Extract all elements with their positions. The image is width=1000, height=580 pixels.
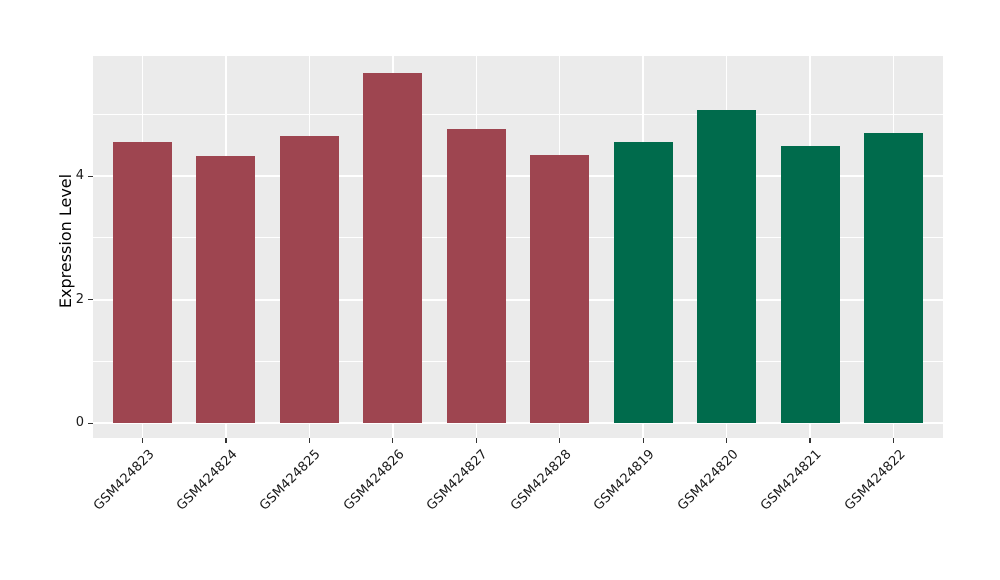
gridline-major <box>93 175 943 177</box>
x-tick-label-GSM424826: GSM424826 <box>340 447 408 514</box>
bar-GSM424823 <box>113 142 172 423</box>
x-tick-mark <box>726 438 728 443</box>
bar-GSM424827 <box>446 129 506 423</box>
x-tick-label-GSM424823: GSM424823 <box>90 447 158 514</box>
x-tick-mark <box>642 438 644 443</box>
bar-GSM424822 <box>864 132 923 423</box>
x-tick-label-GSM424819: GSM424819 <box>591 447 658 514</box>
bar-GSM424824 <box>196 156 256 423</box>
x-tick-mark <box>225 438 227 443</box>
y-tick-mark <box>88 299 93 301</box>
x-tick-label-GSM424824: GSM424824 <box>173 447 241 514</box>
x-tick-mark <box>892 438 895 443</box>
x-tick-label-GSM424822: GSM424822 <box>841 447 909 514</box>
bar-GSM424819 <box>613 142 673 423</box>
x-tick-mark <box>475 438 477 443</box>
x-tick-label-GSM424827: GSM424827 <box>424 447 491 514</box>
x-tick-label-GSM424821: GSM424821 <box>758 447 825 514</box>
gridline-minor <box>93 113 943 115</box>
plot-panel <box>93 56 943 438</box>
y-tick-mark <box>88 175 93 177</box>
bar-GSM424820 <box>697 109 757 423</box>
bar-GSM424828 <box>530 155 590 423</box>
bar-GSM424826 <box>363 72 423 423</box>
gridline-minor <box>93 237 943 239</box>
x-tick-mark <box>809 438 811 443</box>
gridline-major <box>93 298 943 301</box>
y-tick-label: 2 <box>75 291 84 307</box>
y-tick-label: 4 <box>75 168 84 183</box>
x-tick-label-GSM424820: GSM424820 <box>674 447 742 514</box>
x-tick-mark <box>392 438 394 443</box>
y-tick-mark <box>88 422 93 424</box>
x-tick-label-GSM424828: GSM424828 <box>507 447 575 514</box>
y-tick-label: 0 <box>75 415 84 430</box>
bar-GSM424821 <box>780 145 840 423</box>
x-tick-mark <box>559 438 561 443</box>
x-tick-mark <box>141 438 144 443</box>
gridline-minor <box>93 360 943 362</box>
x-tick-label-GSM424825: GSM424825 <box>257 447 324 514</box>
gridline-major <box>93 422 943 424</box>
bar-GSM424825 <box>279 135 339 423</box>
x-tick-mark <box>308 438 310 443</box>
